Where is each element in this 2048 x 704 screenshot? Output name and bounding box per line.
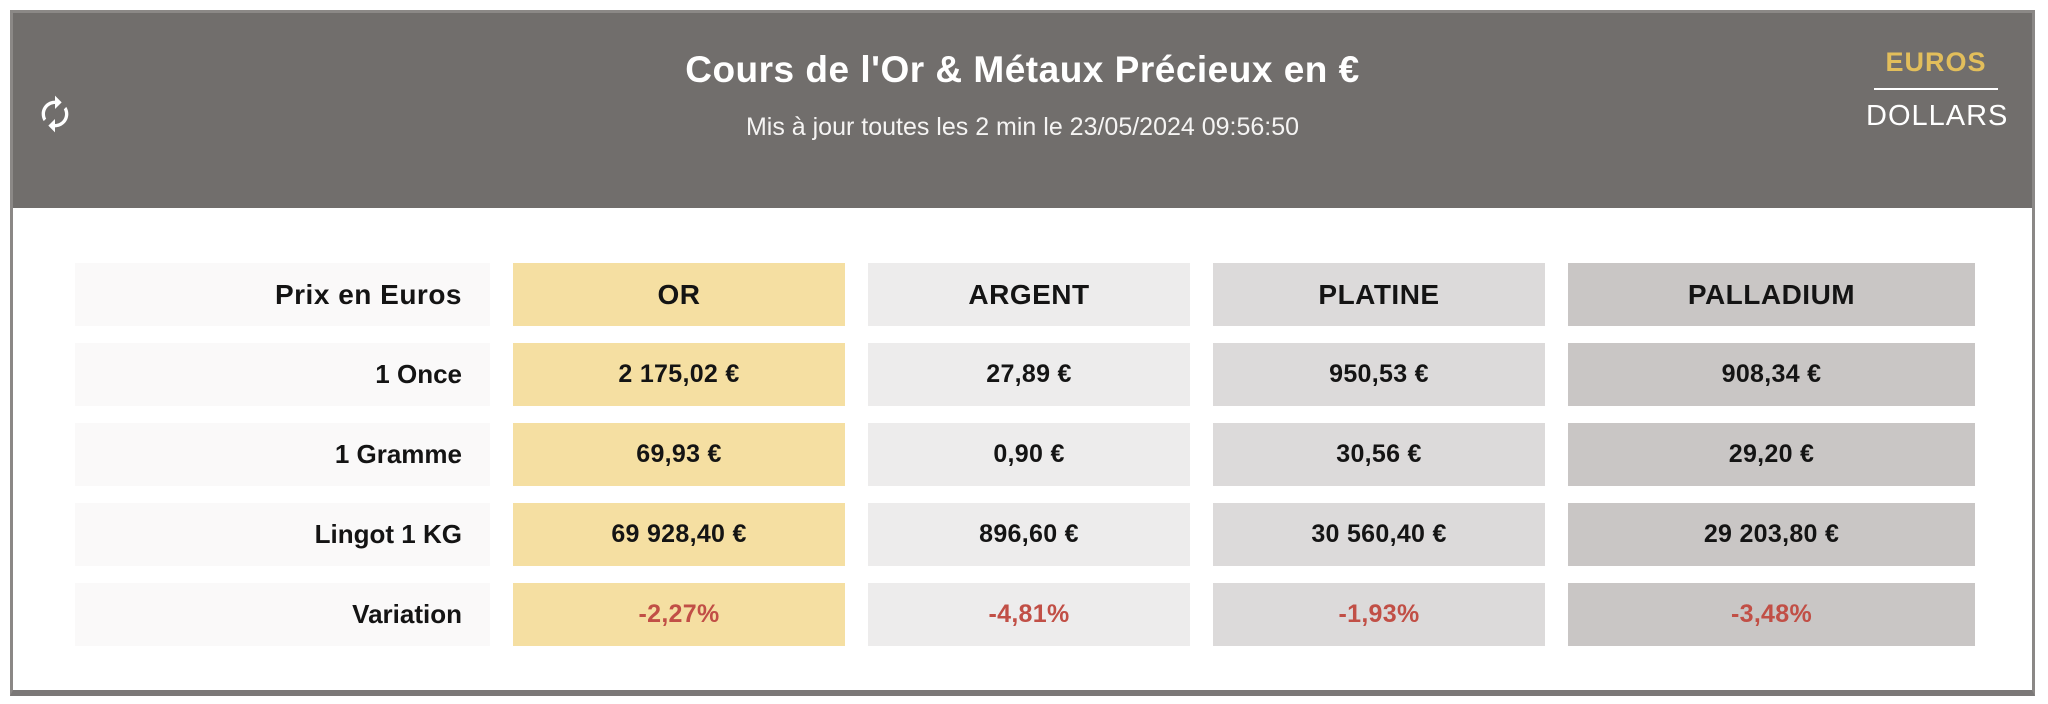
row-label-once: 1 Once — [75, 343, 490, 406]
price-palladium-lingot: 29 203,80 € — [1568, 503, 1975, 566]
price-or-gramme: 69,93 € — [513, 423, 845, 486]
variation-argent: -4,81% — [868, 583, 1190, 646]
variation-or: -2,27% — [513, 583, 845, 646]
widget-header: Cours de l'Or & Métaux Précieux en € Mis… — [13, 13, 2032, 208]
price-argent-once: 27,89 € — [868, 343, 1190, 406]
page-title: Cours de l'Or & Métaux Précieux en € — [685, 49, 1360, 90]
last-updated-text: Mis à jour toutes les 2 min le 23/05/202… — [745, 113, 1300, 141]
price-argent-gramme: 0,90 € — [868, 423, 1190, 486]
row-label-gramme: 1 Gramme — [75, 423, 490, 486]
currency-option-euros[interactable]: EUROS — [1885, 47, 1987, 77]
prices-table: Prix en Euros OR ARGENT PLATINE PALLADIU… — [75, 263, 1975, 646]
variation-platine: -1,93% — [1213, 583, 1545, 646]
currency-toggle-divider — [1874, 88, 1998, 90]
column-header-or: OR — [513, 263, 845, 326]
price-platine-once: 950,53 € — [1213, 343, 1545, 406]
row-label-lingot: Lingot 1 KG — [75, 503, 490, 566]
column-header-argent: ARGENT — [868, 263, 1190, 326]
price-widget-card: Cours de l'Or & Métaux Précieux en € Mis… — [10, 10, 2035, 696]
refresh-icon — [35, 95, 75, 137]
corner-header-cell: Prix en Euros — [75, 263, 490, 326]
price-palladium-once: 908,34 € — [1568, 343, 1975, 406]
price-platine-lingot: 30 560,40 € — [1213, 503, 1545, 566]
row-label-variation: Variation — [75, 583, 490, 646]
column-header-palladium: PALLADIUM — [1568, 263, 1975, 326]
price-palladium-gramme: 29,20 € — [1568, 423, 1975, 486]
column-header-platine: PLATINE — [1213, 263, 1545, 326]
currency-toggle: EUROS DOLLARS — [1866, 47, 2009, 133]
price-or-lingot: 69 928,40 € — [513, 503, 845, 566]
currency-option-dollars[interactable]: DOLLARS — [1866, 100, 2009, 132]
refresh-button[interactable] — [33, 93, 77, 137]
price-platine-gramme: 30,56 € — [1213, 423, 1545, 486]
price-argent-lingot: 896,60 € — [868, 503, 1190, 566]
variation-palladium: -3,48% — [1568, 583, 1975, 646]
price-or-once: 2 175,02 € — [513, 343, 845, 406]
